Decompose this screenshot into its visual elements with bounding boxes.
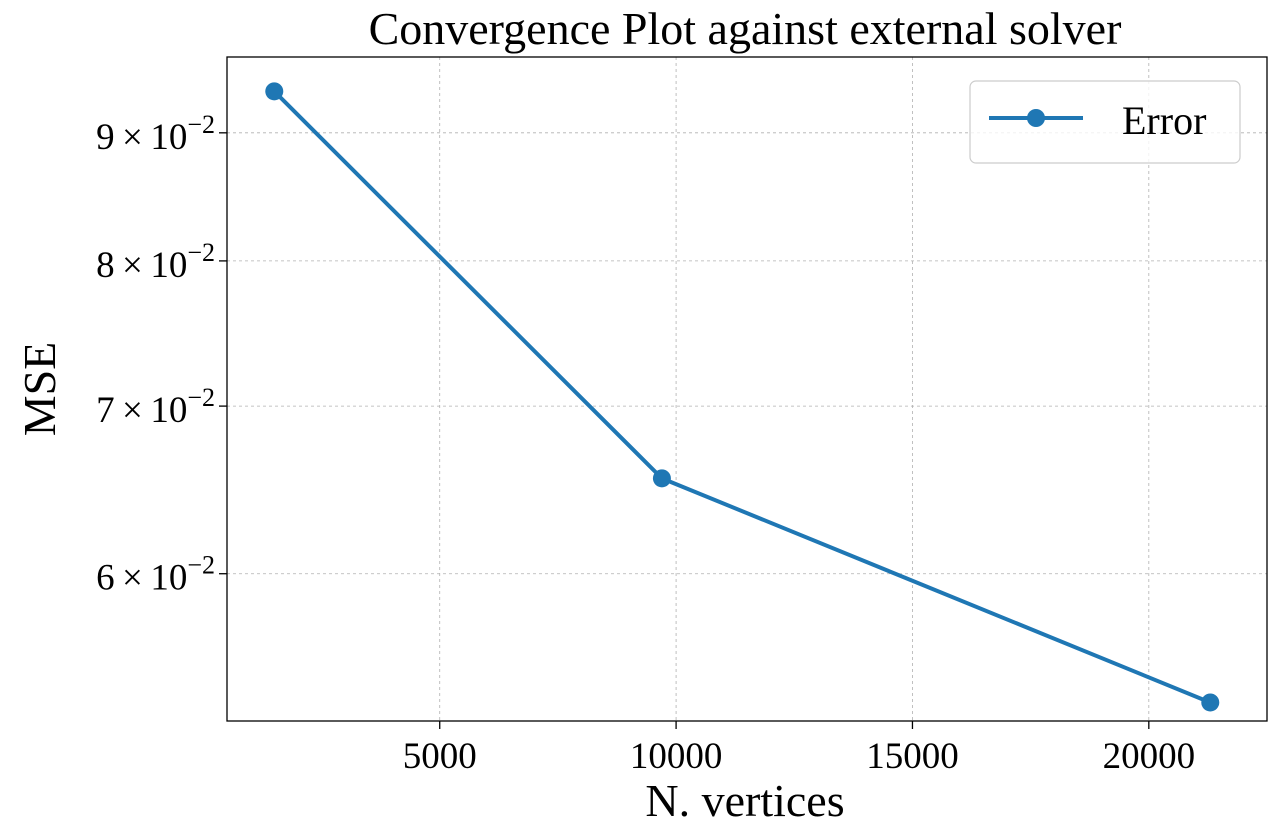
data-point	[1201, 693, 1220, 712]
y-tick-label: 7 × 10−2	[96, 383, 215, 431]
y-tick-label: 8 × 10−2	[96, 238, 215, 286]
data-point	[265, 82, 284, 101]
legend-label: Error	[1122, 98, 1206, 143]
chart-title: Convergence Plot against external solver	[369, 3, 1122, 54]
x-tick-label: 10000	[630, 736, 723, 777]
legend-point-marker	[1027, 109, 1045, 127]
legend: Error	[969, 80, 1241, 164]
legend-frame	[969, 80, 1241, 164]
y-tick-label: 9 × 10−2	[96, 110, 215, 158]
series-line-error	[272, 89, 1212, 705]
y-tick-label: 6 × 10−2	[96, 551, 215, 599]
series-layer	[265, 82, 1220, 712]
axis-ticks: 5000 10000 15000 20000 6 × 10−2 7 × 10−2 8 × 1…	[96, 110, 1195, 777]
data-point	[652, 469, 671, 488]
x-tick-label: 15000	[866, 736, 959, 777]
y-axis-label: MSE	[14, 342, 65, 437]
plot-area-frame	[226, 56, 1268, 722]
x-tick-label: 20000	[1103, 736, 1196, 777]
x-axis-label: N. vertices	[645, 775, 844, 826]
x-tick-label: 5000	[403, 736, 477, 777]
